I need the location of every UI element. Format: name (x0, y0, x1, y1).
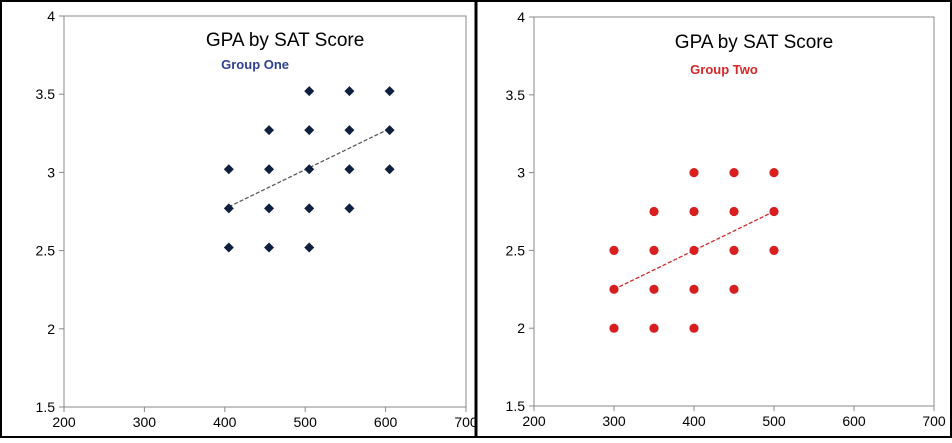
y-tick-label: 1.5 (36, 399, 56, 415)
data-point (609, 323, 619, 333)
y-tick-label: 2 (517, 320, 525, 336)
x-tick-label: 300 (602, 413, 626, 429)
x-tick-label: 500 (294, 414, 318, 430)
data-point (223, 164, 234, 175)
y-tick-label: 3.5 (506, 87, 526, 103)
y-tick-label: 3.5 (36, 86, 56, 102)
data-point (264, 164, 275, 175)
data-point (223, 203, 234, 214)
x-tick-label: 400 (682, 413, 706, 429)
data-point (729, 206, 739, 217)
data-point (649, 284, 659, 294)
chart-title: GPA by SAT Score (206, 30, 364, 51)
y-tick-label: 2.5 (506, 242, 526, 258)
data-point (689, 284, 699, 294)
x-tick-label: 600 (842, 413, 866, 429)
data-point (384, 86, 395, 97)
data-point (344, 86, 355, 97)
data-point (649, 323, 659, 333)
data-point (304, 164, 315, 175)
data-point (729, 168, 739, 178)
x-tick-label: 700 (922, 413, 946, 429)
chart-subtitle: Group Two (690, 62, 758, 77)
data-point (609, 245, 619, 255)
chart-title: GPA by SAT Score (675, 32, 833, 53)
y-tick-label: 3 (47, 164, 55, 180)
chart-panel-group-one: 1.5 2 2.5 3 3.5 4 200 300 400 500 600 700 GPA by SAT… (36, 8, 478, 430)
data-point (384, 164, 395, 175)
y-tick-label: 4 (517, 9, 525, 25)
data-point (264, 242, 275, 253)
x-tick-label: 700 (454, 414, 478, 430)
data-point (384, 125, 395, 136)
data-point (264, 203, 275, 214)
data-point (264, 125, 275, 136)
data-point (689, 245, 699, 255)
x-tick-label: 200 (52, 414, 76, 430)
data-point (769, 245, 779, 255)
y-tick-label: 1.5 (506, 398, 526, 414)
data-point (649, 245, 659, 255)
data-point (344, 164, 355, 175)
data-point (304, 86, 315, 97)
data-point (344, 125, 355, 136)
y-tick-label: 2.5 (36, 243, 56, 259)
data-point (689, 323, 699, 333)
data-point (689, 206, 699, 217)
x-tick-label: 300 (133, 414, 157, 430)
chart-subtitle: Group One (221, 57, 289, 72)
y-tick-label: 3 (517, 165, 525, 181)
x-tick-label: 400 (213, 414, 237, 430)
data-point (769, 168, 779, 178)
data-point (304, 125, 315, 136)
data-point (304, 242, 315, 253)
chart-panel-group-two: 1.5 2 2.5 3 3.5 4 200 300 400 500 600 700 GPA by SAT… (506, 9, 946, 429)
plot-area (533, 16, 935, 407)
data-point (729, 245, 739, 255)
y-tick-label: 2 (47, 321, 55, 337)
data-point (729, 284, 739, 294)
data-point (304, 203, 315, 214)
x-tick-label: 600 (374, 414, 398, 430)
data-point (689, 168, 699, 178)
x-tick-label: 200 (522, 413, 546, 429)
data-point (223, 242, 234, 253)
data-point (344, 203, 355, 214)
data-point (609, 284, 619, 294)
data-point (769, 206, 779, 217)
y-tick-label: 4 (47, 8, 55, 24)
data-point (649, 206, 659, 217)
x-tick-label: 500 (762, 413, 786, 429)
plot-area (63, 15, 467, 408)
